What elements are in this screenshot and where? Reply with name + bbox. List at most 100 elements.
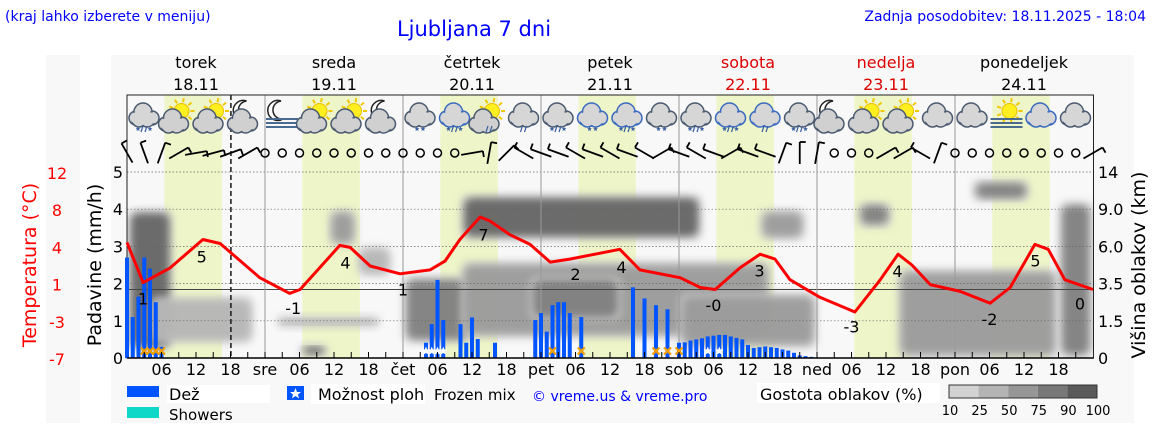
sun-ray <box>312 99 316 104</box>
hour-label: 06 <box>979 360 999 379</box>
cloud-height-tick: 3.5 <box>1098 275 1123 294</box>
sun-ray <box>912 116 917 121</box>
credit-link[interactable]: © vreme.us & vreme.pro <box>532 389 707 405</box>
rain-bar <box>142 257 147 358</box>
cloud-snow-rain-blue-icon <box>438 102 471 133</box>
barb-feather <box>667 143 672 150</box>
raindrop-mark <box>795 125 800 133</box>
barb-shaft <box>139 142 149 164</box>
temperature-tick: 1 <box>52 276 62 295</box>
legend-rain-label: Dež <box>169 385 200 404</box>
hour-label: 18 <box>220 360 240 379</box>
rain-bar <box>429 324 434 358</box>
snowflake-mark <box>135 126 141 131</box>
hour-label: 06 <box>703 360 723 379</box>
wind-calm-icon <box>312 148 322 158</box>
rain-bar <box>470 317 474 358</box>
hour-label: 18 <box>496 360 516 379</box>
day-date: 20.11 <box>449 75 495 94</box>
cloud-fill <box>370 120 381 132</box>
cloud-icon <box>404 102 436 128</box>
precipitation-symbol <box>722 125 739 133</box>
day-name: torek <box>175 53 217 72</box>
cloud-icon <box>783 102 816 128</box>
wind-barb-icon <box>616 143 638 158</box>
wind-calm-icon <box>260 148 270 158</box>
barb-feather <box>581 143 586 150</box>
cloud-fill <box>961 114 973 126</box>
rain-bar <box>435 279 440 358</box>
cloud-icon <box>295 108 328 134</box>
barb-feather <box>481 150 485 158</box>
wind-barb-icon <box>754 143 776 158</box>
sun-ray <box>320 98 323 103</box>
rain-bar <box>746 344 750 358</box>
barb-feather <box>685 141 691 148</box>
frozen-mix-marker <box>548 346 557 356</box>
wind-barb-icon <box>876 146 900 160</box>
cloud-icon <box>542 102 574 128</box>
cloud-fill <box>409 114 421 126</box>
barb-shaft <box>219 148 242 158</box>
temperature-label: 7 <box>478 225 488 244</box>
sun-ray <box>325 101 331 106</box>
wind-barbs-row <box>120 139 1107 164</box>
barb-shaft <box>814 142 820 164</box>
barb-shaft <box>156 142 167 164</box>
wind-calm-icon <box>1019 148 1029 158</box>
rain-bar <box>562 302 566 358</box>
rain-bar <box>544 331 549 358</box>
rain-bar <box>631 287 635 358</box>
sun-ray <box>498 101 503 106</box>
cloud-region <box>464 198 698 237</box>
sun-ray <box>877 101 883 106</box>
wind-barb-icon <box>685 141 707 160</box>
barb-feather <box>785 141 793 146</box>
temperature-label: 4 <box>892 262 902 281</box>
cloud-fill <box>927 114 938 126</box>
snow-marker <box>427 346 436 355</box>
precipitation-symbol <box>485 125 493 133</box>
precipitation-tick: 5 <box>113 163 123 182</box>
wind-calm-icon <box>329 148 339 158</box>
precipitation-symbol <box>414 126 426 131</box>
hour-label: 06 <box>565 360 585 379</box>
rain-bar <box>493 342 497 358</box>
wind-calm-icon <box>864 148 874 158</box>
cloud-snow-rain-icon <box>680 102 712 133</box>
sun-ray <box>222 101 227 106</box>
precipitation-symbol <box>519 125 528 133</box>
sun-ray <box>187 101 193 106</box>
moon-icon <box>267 99 284 122</box>
sun-ray <box>912 101 917 106</box>
wind-barb-icon <box>1083 146 1107 160</box>
sun-fog-icon <box>990 98 1023 128</box>
sun-ray <box>216 98 220 103</box>
barb-shaft <box>120 143 134 163</box>
rain-bar <box>688 340 693 358</box>
sun-ray <box>174 99 178 104</box>
raindrop-mark <box>485 125 489 133</box>
barb-feather <box>121 139 128 145</box>
barb-feather <box>894 147 900 154</box>
sun-ray <box>877 116 883 121</box>
wind-barb-icon <box>547 143 569 158</box>
legend-showers-swatch <box>127 407 159 418</box>
location-hint[interactable]: (kraj lahko izberete v meniju) <box>5 9 211 25</box>
moon-fog-icon <box>266 99 298 128</box>
cloud-rain-icon <box>507 102 540 133</box>
barb-feather <box>256 147 262 154</box>
hour-label: 12 <box>876 360 896 379</box>
density-level-label: 90 <box>1060 404 1077 419</box>
rain-bar <box>700 338 704 358</box>
cloud-snow-rain-icon <box>783 102 816 133</box>
barb-shaft <box>600 146 620 160</box>
cloud-fill <box>1030 114 1042 126</box>
raindrop-mark <box>558 125 562 133</box>
sun-ray <box>354 98 358 103</box>
temperature-tick: -7 <box>49 350 65 369</box>
cloud-icon <box>749 102 781 128</box>
cloud-icon <box>882 108 914 134</box>
snowflake-mark <box>147 126 153 131</box>
